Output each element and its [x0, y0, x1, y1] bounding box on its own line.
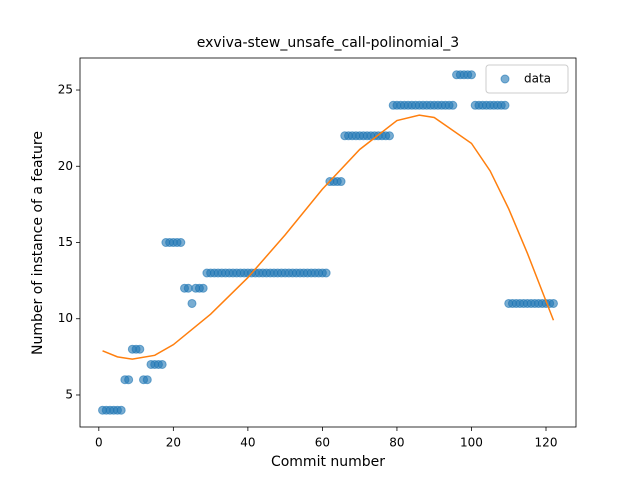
x-tick-label: 20	[166, 436, 181, 450]
legend-marker	[500, 74, 510, 84]
legend-label: data	[524, 72, 551, 86]
x-tick-label: 80	[389, 436, 404, 450]
x-tick-label: 120	[535, 436, 558, 450]
data-point	[176, 238, 186, 247]
x-tick-label: 60	[315, 436, 330, 450]
data-point	[548, 298, 558, 308]
data-point	[500, 100, 510, 110]
y-tick-label: 5	[65, 387, 73, 401]
x-tick-label: 40	[240, 436, 255, 450]
data-point	[448, 100, 458, 110]
y-tick-label: 15	[58, 235, 73, 249]
fit-line	[102, 114, 555, 360]
data-point	[187, 298, 197, 308]
data-point	[321, 268, 331, 278]
data-point	[183, 283, 193, 293]
x-tick-label: 0	[95, 436, 103, 450]
data-point	[142, 375, 152, 385]
chart-title: exviva-stew_unsafe_call-polinomial_3	[197, 35, 459, 51]
y-tick-label: 10	[58, 311, 73, 325]
data-point	[135, 344, 145, 354]
data-point	[384, 131, 394, 141]
plot-frame	[79, 57, 577, 428]
y-tick-label: 25	[58, 83, 73, 97]
y-tick-label: 20	[58, 159, 73, 173]
data-point	[157, 359, 167, 369]
data-point	[466, 70, 476, 80]
x-axis-label: Commit number	[271, 454, 385, 470]
data-point	[336, 177, 346, 187]
data-point	[116, 405, 126, 415]
legend-box	[485, 64, 569, 94]
x-tick-label: 100	[460, 436, 483, 450]
y-axis-label: Number of instance of a feature	[30, 131, 46, 355]
data-point	[124, 375, 134, 385]
data-point	[198, 283, 208, 293]
